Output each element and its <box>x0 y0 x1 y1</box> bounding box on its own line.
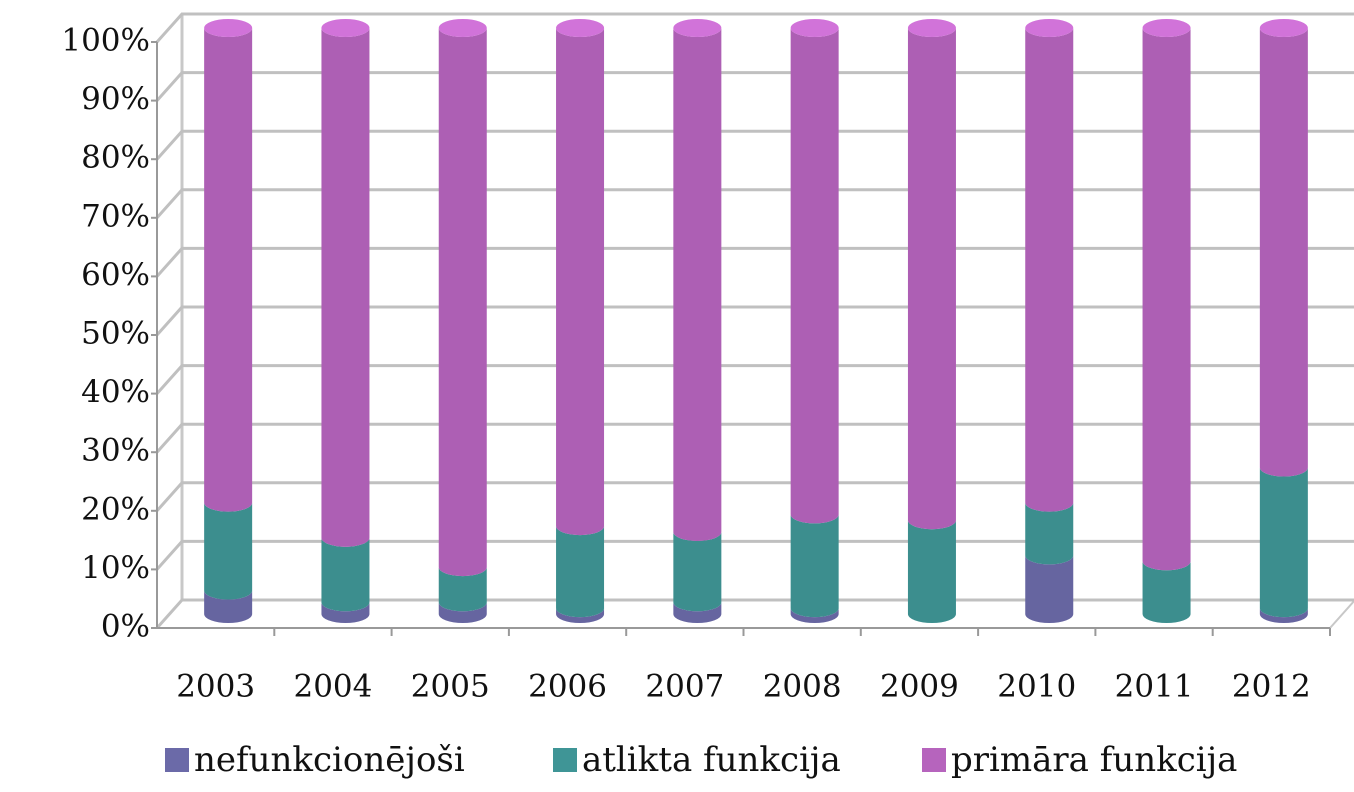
bar-segment <box>438 567 487 612</box>
x-tick-label: 2010 <box>997 669 1076 705</box>
y-tick-label: 70% <box>81 198 150 234</box>
grid-line <box>155 364 1354 395</box>
bar-segment <box>673 602 722 623</box>
bar-segment <box>1142 28 1191 571</box>
bar-segment <box>790 514 839 618</box>
y-tick-label: 10% <box>81 550 150 586</box>
bar-segment <box>907 520 956 623</box>
bar-segment <box>1025 28 1074 512</box>
x-tick-label: 2012 <box>1232 669 1311 705</box>
y-tick-label: 40% <box>81 374 150 410</box>
bar-cap <box>790 19 839 37</box>
bar-segment <box>1142 561 1191 623</box>
bar-segment <box>204 590 253 623</box>
bar-segment <box>321 602 370 623</box>
x-tick-label: 2009 <box>880 669 959 705</box>
x-tick-label: 2008 <box>763 669 842 705</box>
bar-segment <box>1259 608 1308 623</box>
bar-segment <box>790 28 839 524</box>
bar-segment <box>556 526 605 618</box>
legend-swatch <box>553 748 577 772</box>
bar-segment <box>321 28 370 547</box>
bar-segment <box>204 28 253 512</box>
bar-segment <box>556 608 605 623</box>
bar-cap <box>556 19 605 37</box>
bar-segment <box>438 602 487 623</box>
grid-line <box>155 539 1354 571</box>
legend-label: primāra funkcija <box>951 740 1237 780</box>
grid-line <box>155 129 1354 161</box>
bar-cap <box>1142 19 1191 37</box>
grid-line <box>155 12 1354 43</box>
bar-segment <box>907 28 956 530</box>
x-tick-label: 2007 <box>645 669 724 705</box>
x-tick-label: 2005 <box>411 669 490 705</box>
grid-line <box>155 71 1354 102</box>
legend-label: nefunkcionējoši <box>194 740 465 780</box>
grid-line <box>155 246 1354 278</box>
y-tick-label: 20% <box>81 491 150 527</box>
bar-cap <box>1025 19 1074 37</box>
bar-segment <box>1259 467 1308 618</box>
legend-swatch <box>165 748 189 772</box>
grid-line <box>155 422 1354 454</box>
bar-cap <box>1259 19 1308 37</box>
bar-segment <box>556 28 605 536</box>
bar-segment <box>1025 502 1074 565</box>
grid-line <box>155 188 1354 219</box>
x-tick-label: 2006 <box>528 669 607 705</box>
y-tick-label: 0% <box>101 609 150 645</box>
y-tick-label: 50% <box>81 316 150 352</box>
bar-segment <box>438 28 487 577</box>
x-tick-label: 2004 <box>293 669 372 705</box>
grid-line <box>155 481 1354 512</box>
grid-line <box>155 598 1354 629</box>
bar-segment <box>790 608 839 623</box>
bar-segment <box>204 502 253 600</box>
bar-segment <box>673 28 722 541</box>
y-tick-label: 60% <box>81 257 150 293</box>
bar-cap <box>438 19 487 37</box>
y-tick-label: 80% <box>81 140 150 176</box>
bar-cap <box>321 19 370 37</box>
legend-label: atlikta funkcija <box>582 740 841 780</box>
y-tick-label: 100% <box>61 23 150 59</box>
bar-segment <box>1259 28 1308 477</box>
legend-swatch <box>922 748 946 772</box>
bar-segment <box>673 531 722 612</box>
y-tick-label: 30% <box>81 433 150 469</box>
bar-segment <box>1025 555 1074 623</box>
bar-cap <box>204 19 253 37</box>
bar-segment <box>321 537 370 612</box>
bar-cap <box>907 19 956 37</box>
bar-cap <box>673 19 722 37</box>
x-tick-label: 2011 <box>1115 669 1194 705</box>
y-tick-label: 90% <box>81 81 150 117</box>
grid-line <box>155 305 1354 336</box>
x-tick-label: 2003 <box>176 669 255 705</box>
